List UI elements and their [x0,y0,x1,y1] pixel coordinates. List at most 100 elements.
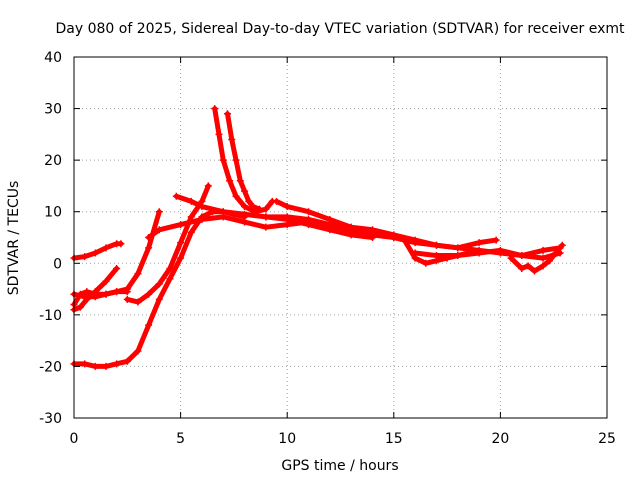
data-point [241,210,249,218]
data-point [155,280,163,288]
data-point [411,249,419,257]
data-point [305,215,313,223]
data-point [241,187,249,195]
x-tick-label: 10 [278,431,296,447]
data-points [70,105,566,370]
data-point [177,221,185,229]
data-point [524,262,532,270]
data-point [262,213,270,221]
data-point [273,197,281,205]
data-point [262,205,270,213]
data-point [226,177,234,185]
data-point [475,249,483,257]
data-point [166,275,174,283]
series-arc-15 [507,241,566,275]
data-point [400,236,408,244]
data-point [145,321,153,329]
data-point [81,360,89,368]
data-point [454,252,462,260]
data-point [215,130,223,138]
series-arc-9 [211,105,276,216]
data-point [187,228,195,236]
data-point [211,105,219,113]
data-point [283,213,291,221]
data-point [236,177,244,185]
data-point [347,226,355,234]
y-tick-label: 0 [53,256,62,272]
data-point [134,270,142,278]
x-axis-label: GPS time / hours [281,458,398,474]
data-point [113,288,121,296]
x-tick-label: 15 [385,431,403,447]
y-tick-label: -20 [39,359,62,375]
x-tick-label: 5 [176,431,185,447]
chart-title: Day 080 of 2025, Sidereal Day-to-day VTE… [56,21,626,37]
data-point [241,218,249,226]
y-axis-label: SDTVAR / TECUs [6,181,22,296]
data-point [155,208,163,216]
data-point [145,290,153,298]
data-point [187,197,195,205]
axis-ticks: 0 5 10 15 20 25 -30 -20 -10 0 10 20 30 40 [39,50,616,447]
data-point [518,252,526,260]
y-tick-label: 20 [44,153,62,169]
series-band [146,214,407,243]
data-point [368,228,376,236]
x-tick-label: 20 [491,431,509,447]
grid [74,57,607,418]
y-tick-label: -10 [39,308,62,324]
data-point [326,221,334,229]
data-point [283,203,291,211]
data-point [76,303,84,311]
data-point [123,288,131,296]
data-point [249,203,257,211]
data-point [454,244,462,252]
data-point [102,244,110,252]
data-point [102,277,110,285]
data-point [545,257,553,265]
data-point [305,208,313,216]
data-point [262,223,270,231]
data-point [507,254,515,262]
data-point [145,234,153,241]
data-point [113,264,121,272]
data-point [539,246,547,254]
data-point [172,192,180,200]
data-point [531,267,539,275]
data-point [91,290,99,298]
series-band [412,247,563,261]
x-tick-label: 0 [70,431,79,447]
data-point [552,249,560,257]
data-point [198,203,206,211]
data-point [91,249,99,257]
data-point [123,295,131,303]
y-tick-label: -30 [39,411,62,427]
data-point [390,234,398,241]
data-point [432,252,440,260]
data-point [123,357,131,365]
data-point [255,205,263,213]
data-point [558,241,566,249]
data-point [224,110,232,118]
data-point [177,254,185,262]
x-tick-label: 25 [598,431,616,447]
series-arc-4 [70,288,131,309]
plot-frame [73,56,608,419]
data-point [492,236,500,244]
y-tick-label: 30 [44,102,62,118]
data-point [145,244,153,252]
data-point [113,360,121,368]
data-point [187,213,195,221]
data-point [232,156,240,164]
data-point [411,239,419,247]
data-point [204,182,212,190]
data-point [155,226,163,234]
data-point [432,241,440,249]
data-point [91,362,99,370]
data-point [518,264,526,272]
data-point [228,136,236,144]
data-point [134,298,142,306]
data-point [177,239,185,247]
